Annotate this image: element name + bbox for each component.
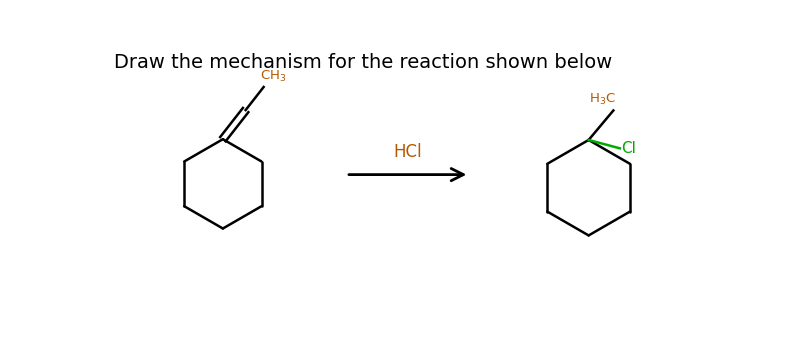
Text: H$_3$C: H$_3$C: [588, 92, 615, 107]
Text: Cl: Cl: [620, 141, 636, 156]
Text: Draw the mechanism for the reaction shown below: Draw the mechanism for the reaction show…: [114, 53, 611, 72]
Text: HCl: HCl: [393, 143, 422, 161]
Text: CH$_3$: CH$_3$: [260, 69, 286, 84]
